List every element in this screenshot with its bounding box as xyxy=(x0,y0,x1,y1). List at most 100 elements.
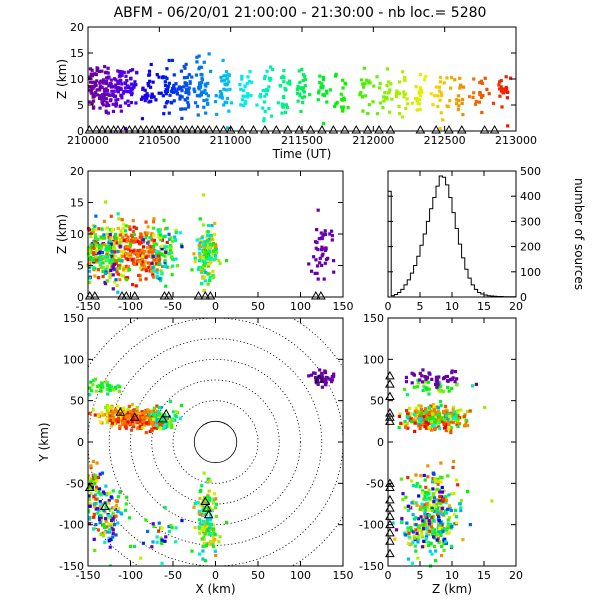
source-point xyxy=(206,81,210,85)
source-point xyxy=(416,421,421,425)
source-point xyxy=(267,85,271,89)
source-point xyxy=(104,247,108,252)
source-point xyxy=(97,245,101,249)
source-point xyxy=(430,532,435,536)
source-point xyxy=(119,249,123,254)
source-point xyxy=(111,266,115,271)
source-point xyxy=(332,372,336,376)
source-point xyxy=(446,104,450,109)
source-point xyxy=(205,101,210,106)
source-point xyxy=(314,246,318,250)
source-point xyxy=(100,382,104,386)
source-point xyxy=(135,71,139,75)
source-point xyxy=(430,480,435,484)
source-point xyxy=(187,90,191,94)
ground-flash-marker xyxy=(113,124,123,134)
source-point xyxy=(107,530,111,534)
source-point xyxy=(111,535,115,539)
source-point xyxy=(201,519,206,524)
source-point xyxy=(214,497,218,501)
source-point xyxy=(436,94,440,98)
source-point xyxy=(190,75,194,79)
source-point xyxy=(148,85,153,89)
source-point xyxy=(105,383,110,388)
source-point xyxy=(162,426,166,431)
source-point xyxy=(201,549,205,553)
source-point xyxy=(200,240,205,244)
source-point xyxy=(508,76,513,80)
source-point xyxy=(150,261,154,265)
source-point xyxy=(94,523,98,527)
source-point xyxy=(131,219,135,223)
source-point xyxy=(328,88,332,92)
source-point xyxy=(423,523,427,528)
source-point xyxy=(443,404,448,409)
source-point xyxy=(88,386,92,390)
source-point xyxy=(385,67,389,71)
source-point xyxy=(103,255,107,259)
time-y-axis-label: Z (km) xyxy=(55,59,69,99)
source-point xyxy=(129,255,133,259)
source-point xyxy=(89,234,93,239)
source-point xyxy=(442,489,446,493)
source-point xyxy=(126,420,130,424)
source-point xyxy=(157,405,161,410)
source-point xyxy=(101,269,105,273)
source-point xyxy=(427,392,431,396)
source-point xyxy=(134,284,138,288)
source-point xyxy=(422,539,426,543)
source-point xyxy=(116,226,120,231)
source-point xyxy=(213,221,217,226)
source-point xyxy=(118,490,122,495)
source-point xyxy=(126,235,130,239)
ground-flash-marker xyxy=(444,124,454,134)
source-point xyxy=(146,225,150,229)
source-point xyxy=(162,424,166,428)
source-point xyxy=(119,512,124,516)
source-point xyxy=(420,91,424,95)
source-point xyxy=(419,72,423,77)
source-point xyxy=(434,85,438,89)
source-point xyxy=(198,489,202,494)
hist-x-tick-label: 15 xyxy=(477,300,491,313)
source-point xyxy=(93,242,97,246)
source-point xyxy=(152,233,156,237)
source-point xyxy=(223,78,227,82)
source-point xyxy=(148,412,152,416)
source-point xyxy=(410,420,414,424)
source-point xyxy=(316,208,320,212)
source-point xyxy=(111,102,115,106)
source-point xyxy=(432,544,437,549)
source-point xyxy=(121,226,125,230)
source-point xyxy=(105,101,109,105)
source-point xyxy=(111,489,115,493)
source-point xyxy=(436,405,441,410)
source-point xyxy=(432,528,436,532)
source-point xyxy=(171,264,175,268)
source-point xyxy=(288,82,292,86)
source-point xyxy=(140,257,145,261)
source-point xyxy=(435,510,439,514)
source-point xyxy=(152,412,156,416)
source-point xyxy=(165,424,169,428)
hist-y-tick-label: 100 xyxy=(520,266,541,279)
ground-flash-marker xyxy=(248,124,259,134)
source-point xyxy=(439,461,443,465)
source-point xyxy=(110,521,115,525)
source-point xyxy=(118,412,122,416)
source-point xyxy=(187,73,191,77)
source-point xyxy=(99,79,103,83)
source-point xyxy=(205,525,210,529)
source-point xyxy=(405,393,409,397)
source-point xyxy=(117,241,122,245)
source-point xyxy=(100,85,104,89)
source-point xyxy=(154,98,158,102)
source-point xyxy=(168,265,172,269)
source-point xyxy=(262,117,266,121)
source-point xyxy=(303,78,307,82)
source-point xyxy=(110,89,114,93)
source-point xyxy=(346,105,350,110)
source-point xyxy=(130,414,135,418)
source-point xyxy=(404,375,409,380)
source-point xyxy=(91,459,95,463)
